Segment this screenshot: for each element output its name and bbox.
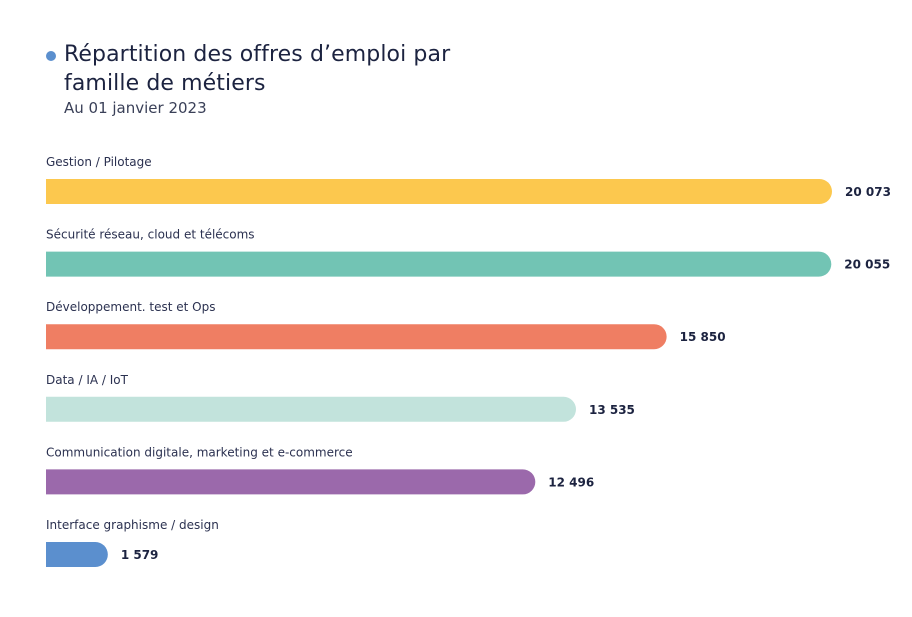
chart-header: Répartition des offres d’emploi par fami… (46, 40, 484, 117)
category-label: Communication digitale, marketing et e-c… (46, 445, 353, 459)
category-label: Interface graphisme / design (46, 518, 219, 532)
value-label: 20 055 (844, 258, 890, 272)
category-label: Sécurité réseau, cloud et télécoms (46, 228, 255, 242)
value-label: 15 850 (680, 330, 726, 344)
category-label: Data / IA / IoT (46, 373, 129, 387)
bar (46, 324, 667, 350)
bar (46, 542, 108, 567)
bar (46, 179, 832, 204)
chart-subtitle: Au 01 janvier 2023 (64, 99, 207, 117)
value-label: 1 579 (121, 548, 159, 562)
bar (46, 469, 536, 495)
value-label: 12 496 (548, 475, 594, 489)
chart-title: Répartition des offres d’emploi par fami… (64, 42, 451, 96)
value-label: 13 535 (589, 403, 635, 417)
bar (46, 396, 576, 422)
category-label: Gestion / Pilotage (46, 155, 152, 169)
bullet-dot-icon (46, 51, 56, 61)
title-row: Répartition des offres d’emploi par fami… (46, 40, 484, 98)
category-label: Développement. test et Ops (46, 300, 216, 314)
value-label: 20 073 (845, 185, 891, 199)
bar (46, 251, 832, 277)
